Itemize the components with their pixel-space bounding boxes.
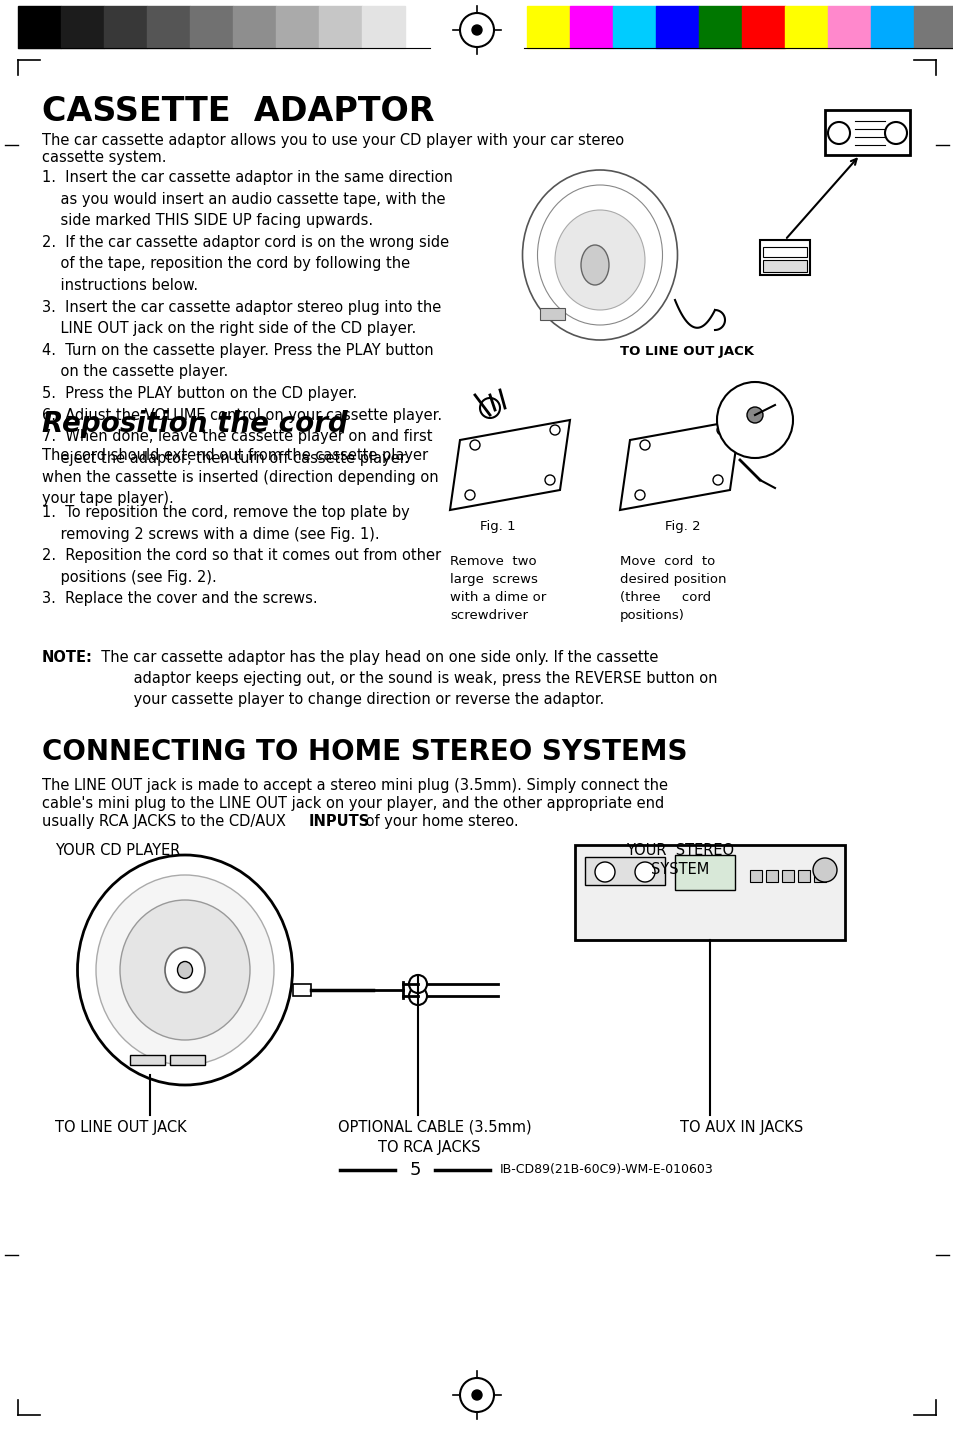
Text: INPUTS: INPUTS	[309, 814, 370, 829]
Bar	[104, 6, 147, 49]
Bar	[575, 845, 844, 940]
Ellipse shape	[177, 961, 193, 978]
Text: CASSETTE  ADAPTOR: CASSETTE ADAPTOR	[42, 94, 434, 129]
Circle shape	[635, 490, 644, 500]
Text: Fig. 1: Fig. 1	[479, 521, 515, 533]
Ellipse shape	[77, 855, 293, 1085]
Ellipse shape	[96, 875, 274, 1065]
Bar	[765, 869, 778, 882]
Bar	[147, 6, 190, 49]
Text: of your home stereo.: of your home stereo.	[360, 814, 518, 829]
Bar	[827, 6, 870, 49]
Bar	[656, 6, 699, 49]
Bar	[675, 855, 734, 889]
Polygon shape	[619, 420, 740, 511]
Circle shape	[472, 1390, 481, 1400]
Bar	[293, 984, 311, 997]
Circle shape	[595, 862, 615, 882]
Bar	[797, 869, 809, 882]
Bar	[318, 6, 361, 49]
Bar	[870, 6, 913, 49]
Bar	[130, 1055, 165, 1065]
Circle shape	[746, 408, 762, 423]
Bar	[749, 869, 761, 882]
Bar	[569, 6, 613, 49]
Bar	[539, 307, 564, 320]
Ellipse shape	[522, 170, 677, 340]
Text: cassette system.: cassette system.	[42, 150, 167, 164]
Text: The car cassette adaptor allows you to use your CD player with your car stereo: The car cassette adaptor allows you to u…	[42, 133, 623, 147]
Text: The cord should extend out from the cassette player
when the cassette is inserte: The cord should extend out from the cass…	[42, 448, 438, 506]
Bar	[781, 869, 793, 882]
Bar	[760, 240, 809, 275]
Bar	[762, 260, 806, 272]
Circle shape	[717, 425, 726, 435]
Text: NOTE:: NOTE:	[42, 651, 92, 665]
Bar	[699, 6, 741, 49]
Bar	[18, 6, 61, 49]
Bar	[584, 857, 664, 885]
Text: cable's mini plug to the LINE OUT jack on your player, and the other appropriate: cable's mini plug to the LINE OUT jack o…	[42, 797, 663, 811]
Bar	[613, 6, 656, 49]
Text: The car cassette adaptor has the play head on one side only. If the cassette
   : The car cassette adaptor has the play he…	[91, 651, 717, 706]
Bar	[741, 6, 784, 49]
Text: TO LINE OUT JACK: TO LINE OUT JACK	[619, 345, 753, 358]
Text: Move  cord  to
desired position
(three     cord
positions): Move cord to desired position (three cor…	[619, 555, 726, 622]
Circle shape	[464, 490, 475, 500]
Text: TO LINE OUT JACK: TO LINE OUT JACK	[55, 1120, 187, 1135]
Text: 5: 5	[409, 1161, 420, 1178]
Bar	[824, 110, 909, 154]
Text: YOUR  STEREO: YOUR STEREO	[625, 844, 733, 858]
Circle shape	[884, 122, 906, 144]
Circle shape	[472, 24, 481, 34]
Ellipse shape	[120, 899, 250, 1040]
Text: 1.  To reposition the cord, remove the top plate by
    removing 2 screws with a: 1. To reposition the cord, remove the to…	[42, 505, 440, 606]
Text: IB-CD89(21B-60C9)-WM-E-010603: IB-CD89(21B-60C9)-WM-E-010603	[499, 1164, 713, 1177]
Bar	[275, 6, 318, 49]
Circle shape	[812, 858, 836, 882]
Circle shape	[639, 440, 649, 450]
Text: TO AUX IN JACKS: TO AUX IN JACKS	[679, 1120, 802, 1135]
Text: OPTIONAL CABLE (3.5mm): OPTIONAL CABLE (3.5mm)	[337, 1120, 531, 1135]
Circle shape	[712, 475, 722, 485]
Text: Fig. 2: Fig. 2	[664, 521, 700, 533]
Circle shape	[544, 475, 555, 485]
Circle shape	[409, 987, 427, 1005]
Bar	[233, 6, 275, 49]
Circle shape	[409, 975, 427, 992]
Circle shape	[635, 862, 655, 882]
Circle shape	[470, 440, 479, 450]
Circle shape	[479, 398, 499, 418]
Text: CONNECTING TO HOME STEREO SYSTEMS: CONNECTING TO HOME STEREO SYSTEMS	[42, 738, 687, 766]
Text: usually RCA JACKS to the CD/AUX: usually RCA JACKS to the CD/AUX	[42, 814, 291, 829]
Text: TO RCA JACKS: TO RCA JACKS	[377, 1140, 480, 1155]
Text: 1.  Insert the car cassette adaptor in the same direction
    as you would inser: 1. Insert the car cassette adaptor in th…	[42, 170, 453, 466]
Bar	[526, 6, 569, 49]
Bar	[762, 247, 806, 257]
Ellipse shape	[580, 245, 608, 285]
Bar	[913, 6, 953, 49]
Polygon shape	[450, 420, 569, 511]
Bar	[361, 6, 405, 49]
Bar	[170, 1055, 205, 1065]
Text: Remove  two
large  screws
with a dime or
screwdriver: Remove two large screws with a dime or s…	[450, 555, 546, 622]
Bar	[61, 6, 104, 49]
Bar	[190, 6, 233, 49]
Text: The LINE OUT jack is made to accept a stereo mini plug (3.5mm). Simply connect t: The LINE OUT jack is made to accept a st…	[42, 778, 667, 794]
Circle shape	[827, 122, 849, 144]
Circle shape	[717, 382, 792, 458]
Ellipse shape	[165, 948, 205, 992]
Bar	[813, 869, 825, 882]
Circle shape	[550, 425, 559, 435]
Ellipse shape	[555, 210, 644, 310]
Text: YOUR CD PLAYER: YOUR CD PLAYER	[55, 844, 180, 858]
Bar	[784, 6, 827, 49]
Text: Reposition the cord: Reposition the cord	[42, 410, 348, 438]
Text: SYSTEM: SYSTEM	[650, 862, 708, 877]
